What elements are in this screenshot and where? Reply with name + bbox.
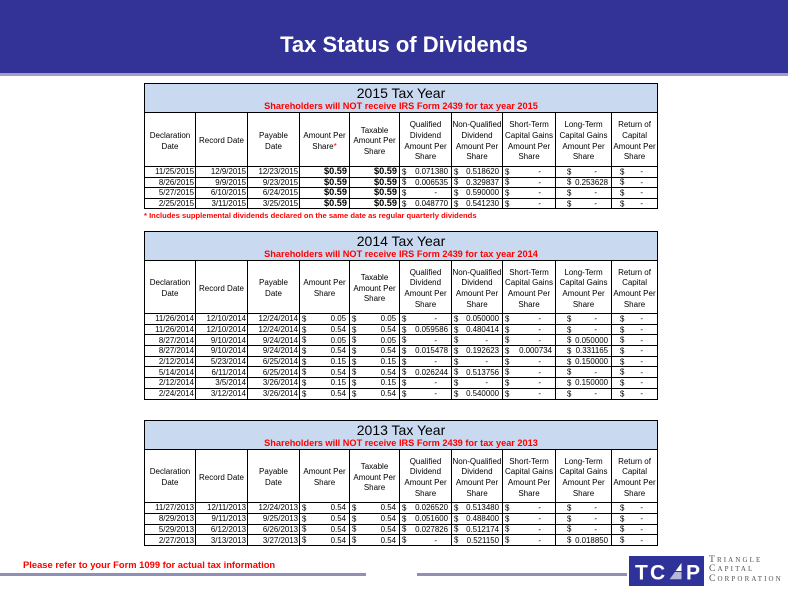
svg-text:T: T xyxy=(635,561,648,584)
svg-text:P: P xyxy=(686,561,700,584)
svg-text:C: C xyxy=(650,561,665,584)
